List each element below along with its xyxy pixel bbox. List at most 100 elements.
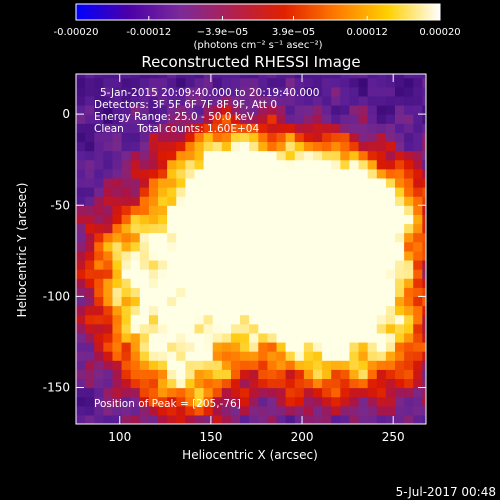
heatmap-cell	[376, 114, 387, 124]
heatmap-cell	[121, 74, 132, 79]
heatmap-cell	[422, 74, 426, 79]
heatmap-cell	[112, 168, 123, 179]
heatmap-cell	[221, 287, 232, 297]
heatmap-cell	[94, 223, 104, 234]
heatmap-cell	[167, 405, 177, 416]
heatmap-cell	[267, 387, 278, 398]
heatmap-cell	[385, 414, 396, 424]
heatmap-cell	[203, 187, 214, 197]
heatmap-cell	[212, 250, 223, 261]
heatmap-cell	[322, 168, 332, 179]
heatmap-cell	[303, 351, 314, 361]
heatmap-cell	[340, 387, 351, 398]
heatmap-cell	[139, 74, 150, 79]
heatmap-cell	[130, 414, 141, 424]
heatmap-cell	[158, 369, 168, 380]
heatmap-cell	[258, 123, 269, 133]
heatmap-cell	[176, 77, 186, 88]
heatmap-cell	[221, 378, 232, 389]
heatmap-cell	[139, 250, 150, 261]
heatmap-cell	[395, 269, 405, 279]
heatmap-cell	[422, 287, 426, 297]
heatmap-cell	[340, 378, 351, 389]
heatmap-cell	[112, 86, 123, 97]
heatmap-cell	[376, 305, 387, 316]
heatmap-cell	[312, 314, 323, 325]
heatmap-cell	[285, 150, 296, 161]
heatmap-cell	[148, 369, 159, 380]
heatmap-cell	[395, 95, 405, 106]
heatmap-cell	[312, 341, 323, 352]
heatmap-cell	[358, 250, 369, 261]
heatmap-cell	[404, 305, 414, 316]
heatmap-cell	[258, 396, 269, 407]
heatmap-cell	[340, 341, 351, 352]
heatmap-cell	[258, 114, 269, 124]
heatmap-cell	[167, 141, 177, 152]
heatmap-cell	[176, 159, 186, 170]
heatmap-cell	[322, 74, 332, 79]
heatmap-cell	[158, 269, 168, 279]
heatmap-cell	[194, 141, 205, 152]
heatmap-cell	[285, 123, 296, 133]
heatmap-cell	[331, 86, 341, 97]
heatmap-cell	[294, 360, 305, 370]
heatmap-cell	[85, 378, 95, 389]
heatmap-cell	[230, 205, 241, 215]
heatmap-cell	[385, 360, 396, 370]
heatmap-cell	[422, 387, 426, 398]
heatmap-cell	[258, 159, 269, 170]
heatmap-cell	[258, 250, 269, 261]
heatmap-cell	[221, 177, 232, 188]
heatmap-cell	[376, 323, 387, 334]
heatmap-cell	[267, 177, 278, 188]
heatmap-cell	[276, 369, 287, 380]
heatmap-cell	[158, 223, 168, 234]
heatmap-cell	[303, 159, 314, 170]
heatmap-cell	[340, 95, 351, 106]
heatmap-cell	[276, 241, 287, 252]
heatmap-cell	[94, 141, 104, 152]
heatmap-cell	[230, 250, 241, 261]
heatmap-cell	[294, 269, 305, 279]
heatmap-cell	[385, 177, 396, 188]
heatmap-cell	[413, 168, 423, 179]
heatmap-cell	[76, 159, 86, 170]
heatmap-cell	[176, 141, 186, 152]
heatmap-cell	[194, 223, 205, 234]
heatmap-cell	[94, 114, 104, 124]
plot-frame	[75, 73, 427, 425]
heatmap-cell	[130, 141, 141, 152]
heatmap-cell	[185, 250, 196, 261]
heatmap-cell	[413, 341, 423, 352]
heatmap-cell	[322, 405, 332, 416]
heatmap-cell	[367, 132, 378, 143]
heatmap-cell	[395, 187, 405, 197]
heatmap-cell	[221, 396, 232, 407]
heatmap-cell	[167, 196, 177, 206]
heatmap-cell	[249, 232, 259, 243]
heatmap-cell	[385, 305, 396, 316]
heatmap-cell	[176, 205, 186, 215]
heatmap-cell	[322, 259, 332, 270]
heatmap-cell	[276, 414, 287, 424]
heatmap-cell	[85, 95, 95, 106]
heatmap-cell	[367, 241, 378, 252]
heatmap-cell	[358, 351, 369, 361]
heatmap-cell	[376, 396, 387, 407]
heatmap-cell	[267, 369, 278, 380]
heatmap-cell	[349, 205, 360, 215]
heatmap-cell	[176, 278, 186, 288]
heatmap-cell	[376, 259, 387, 270]
heatmap-cell	[331, 296, 341, 307]
heatmap-cell	[303, 405, 314, 416]
heatmap-cell	[404, 196, 414, 206]
heatmap-cell	[303, 150, 314, 161]
heatmap-cell	[94, 269, 104, 279]
heatmap-cell	[331, 414, 341, 424]
heatmap-cell	[285, 205, 296, 215]
heatmap-cell	[121, 296, 132, 307]
heatmap-cell	[331, 259, 341, 270]
heatmap-cell	[94, 387, 104, 398]
heatmap-cell	[112, 287, 123, 297]
